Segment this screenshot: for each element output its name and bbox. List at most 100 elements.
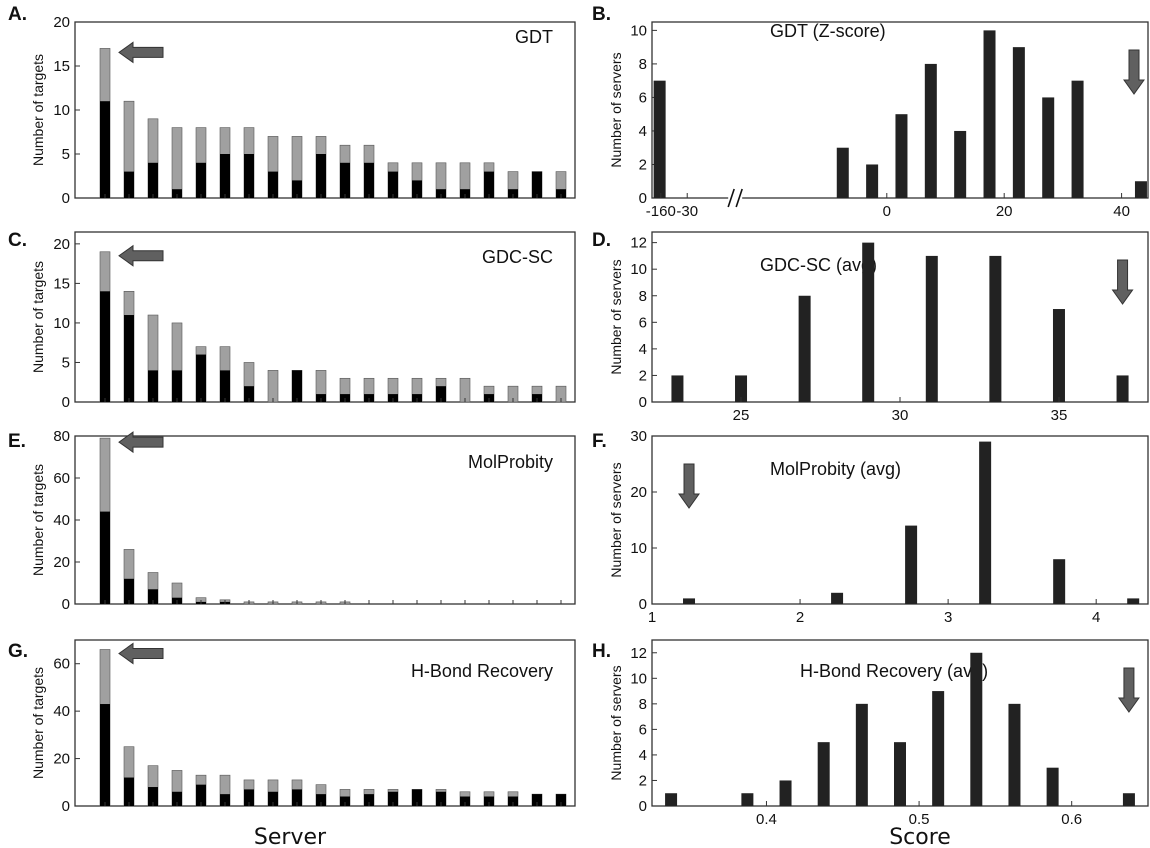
panel-f-ylabel: Number of servers — [608, 462, 624, 577]
panel-g-arrow-icon — [118, 642, 164, 665]
panel-h-ytick-label-0: 0 — [639, 798, 647, 815]
panel-b: B. GDT (Z-score) Number of servers 0 2 4 6 8 10 -… — [592, 4, 1149, 220]
panel-b-xtick-label-4: 40 — [1113, 203, 1130, 220]
panel-h-bar-8 — [1008, 703, 1021, 806]
panel-h-ytick-label-1: 2 — [639, 772, 647, 789]
panel-f: F. MolProbity (avg) Number of servers 0 10 20… — [592, 428, 1149, 626]
panel-h: H. H-Bond Recovery (avg) Number of servers… — [592, 639, 1149, 828]
panel-c-arrow-icon — [118, 244, 164, 267]
panel-a-bar-bottom-10 — [340, 162, 350, 198]
panel-e-ytick-label-4: 80 — [53, 428, 70, 445]
panel-a-bar-bottom-12 — [388, 171, 398, 198]
panel-f-ytick-label-0: 0 — [639, 596, 647, 613]
panel-a-ytick-label-2: 10 — [53, 102, 70, 119]
panel-b-bar-5 — [954, 130, 967, 198]
panel-g-ytick-label-2: 40 — [53, 703, 70, 720]
panel-d-ytick-label-4: 8 — [639, 288, 647, 305]
panel-e-ytick-label-1: 20 — [53, 554, 70, 571]
panel-g-bar-bottom-3 — [172, 791, 182, 806]
panel-b-bar-10 — [1134, 181, 1147, 198]
panel-d-bar-7 — [1116, 375, 1129, 402]
panel-d-bar-6 — [1052, 309, 1065, 402]
panel-a: A. GDT Number of targets 0 5 10 15 20 — [8, 4, 576, 207]
panel-h-xtick-label-0: 0.4 — [756, 811, 777, 828]
panel-b-ytick-label-5: 10 — [630, 22, 647, 39]
panel-d-bar-5 — [989, 255, 1002, 402]
x-axis-label-score: Score — [889, 825, 951, 848]
panel-a-bar-bottom-14 — [436, 189, 446, 198]
panel-f-ytick-label-3: 30 — [630, 428, 647, 445]
panel-b-title: GDT (Z-score) — [770, 21, 886, 41]
panel-b-ytick-label-2: 4 — [639, 123, 647, 140]
panel-e-bar-bottom-1 — [124, 578, 134, 604]
panel-g-bar-bottom-6 — [244, 789, 254, 806]
panel-c-bar-bottom-2 — [148, 370, 158, 402]
panel-a-bar-bottom-18 — [532, 171, 542, 198]
panel-h-bar-6 — [932, 691, 945, 806]
panel-a-ytick-label-1: 5 — [62, 146, 70, 163]
panel-g-bar-bottom-10 — [340, 796, 350, 806]
panel-c-ytick-label-4: 20 — [53, 236, 70, 253]
panel-d-ytick-label-5: 10 — [630, 261, 647, 278]
panel-g-bar-bottom-8 — [292, 789, 302, 806]
panel-g-ytick-label-1: 20 — [53, 751, 70, 768]
panel-c-ylabel: Number of targets — [30, 261, 46, 373]
panel-a-bar-bottom-5 — [220, 154, 230, 198]
panel-h-bar-1 — [741, 793, 754, 806]
panel-b-ytick-label-3: 6 — [639, 89, 647, 106]
x-axis-label-server: Server — [254, 825, 327, 848]
panel-f-xtick-label-0: 1 — [648, 609, 656, 626]
panel-d-xtick-label-2: 35 — [1051, 407, 1068, 424]
panel-d-ytick-label-3: 6 — [639, 314, 647, 331]
panel-g-letter: G. — [8, 641, 28, 662]
panel-c-ytick-label-2: 10 — [53, 315, 70, 332]
panel-a-bar-bottom-17 — [508, 189, 518, 198]
panel-d-frame — [651, 231, 1149, 403]
panel-c: C. GDC-SC Number of targets 0 5 10 15 20 — [8, 230, 576, 411]
panel-f-ytick-label-1: 10 — [630, 540, 647, 557]
panel-a-bar-bottom-1 — [124, 171, 134, 198]
panel-a-bar-bottom-4 — [196, 162, 206, 198]
panel-a-bar-bottom-16 — [484, 171, 494, 198]
panel-a-bar-total-3 — [171, 127, 183, 199]
panel-b-ytick-label-0: 0 — [639, 190, 647, 207]
panel-d-arrow-icon — [1111, 259, 1134, 305]
panel-b-bar-1 — [836, 147, 849, 198]
panel-d-xtick-label-0: 25 — [733, 407, 750, 424]
panel-g: G. H-Bond Recovery Number of targets 0 20 40 6… — [8, 639, 576, 815]
panel-h-bar-3 — [817, 742, 830, 806]
panel-e-bar-bottom-0 — [100, 511, 110, 604]
panel-e: E. MolProbity Number of targets 0 20 40 60 80 — [8, 428, 576, 613]
panel-g-bar-bottom-12 — [388, 791, 398, 806]
panel-h-ytick-label-3: 6 — [639, 721, 647, 738]
panel-h-title: H-Bond Recovery (avg) — [800, 661, 988, 681]
panel-d-xtick-label-1: 30 — [892, 407, 909, 424]
panel-b-ytick-label-4: 8 — [639, 56, 647, 73]
panel-c-bar-bottom-4 — [196, 354, 206, 402]
panel-f-bar-3 — [905, 525, 918, 604]
panel-g-bar-bottom-11 — [364, 794, 374, 806]
panel-h-xtick-label-1: 0.5 — [909, 811, 930, 828]
panel-e-arrow-icon — [118, 431, 164, 454]
panel-e-letter: E. — [8, 431, 26, 452]
panel-g-bar-bottom-5 — [220, 794, 230, 806]
panel-d-bar-0 — [671, 375, 684, 402]
panel-g-ylabel: Number of targets — [30, 667, 46, 779]
panel-a-letter: A. — [8, 4, 27, 25]
panel-g-bar-bottom-17 — [508, 796, 518, 806]
panel-f-xtick-label-1: 2 — [796, 609, 804, 626]
panel-g-bar-bottom-7 — [268, 791, 278, 806]
panel-f-bar-0 — [683, 598, 696, 604]
panel-d-ytick-label-6: 12 — [630, 235, 647, 252]
panel-a-bar-bottom-3 — [172, 189, 182, 198]
panel-a-bar-bottom-19 — [556, 189, 566, 198]
panel-b-axis-break-gap — [728, 188, 743, 208]
panel-b-bar-8 — [1042, 97, 1055, 198]
panel-e-ytick-label-2: 40 — [53, 512, 70, 529]
panel-f-arrow-icon — [678, 463, 700, 509]
panel-f-title: MolProbity (avg) — [770, 459, 901, 479]
panel-c-ytick-label-0: 0 — [62, 394, 70, 411]
panel-a-bar-bottom-13 — [412, 180, 422, 198]
panel-f-xtick-label-3: 4 — [1092, 609, 1100, 626]
